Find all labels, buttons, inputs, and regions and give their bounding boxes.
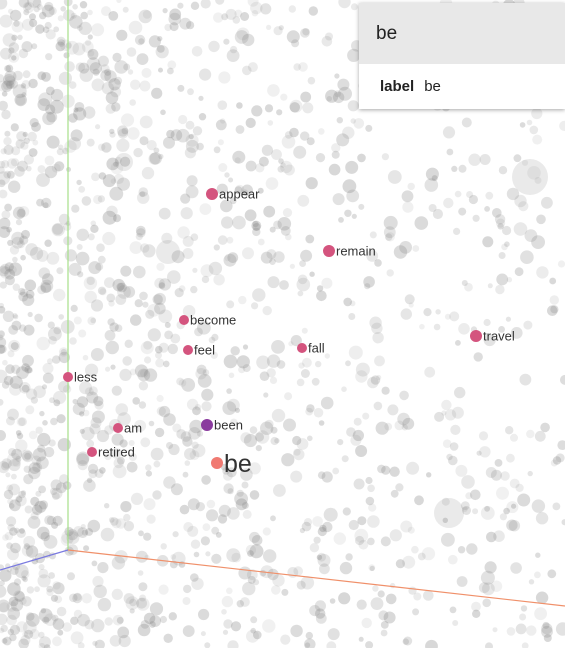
point-be[interactable]	[211, 457, 223, 469]
point-been[interactable]	[201, 419, 213, 431]
point-remain[interactable]	[323, 245, 335, 257]
point-become[interactable]	[179, 315, 189, 325]
point-label-appear: appear	[219, 187, 260, 202]
selection-info-panel: be label be	[359, 3, 565, 109]
point-less[interactable]	[63, 372, 73, 382]
point-travel[interactable]	[470, 330, 482, 342]
point-feel[interactable]	[183, 345, 193, 355]
metadata-row: label be	[359, 64, 565, 109]
point-label-am: am	[124, 421, 142, 436]
point-label-become: become	[190, 313, 236, 328]
point-label-been: been	[214, 418, 243, 433]
point-label-remain: remain	[336, 244, 376, 259]
metadata-value: be	[424, 78, 441, 95]
point-fall[interactable]	[297, 343, 307, 353]
point-label-fall: fall	[308, 341, 325, 356]
point-label-travel: travel	[483, 329, 515, 344]
selected-point-title: be	[359, 3, 565, 64]
point-am[interactable]	[113, 423, 123, 433]
metadata-key: label	[380, 78, 414, 95]
point-appear[interactable]	[206, 188, 218, 200]
point-label-less: less	[74, 370, 98, 385]
point-retired[interactable]	[87, 447, 97, 457]
point-label-retired: retired	[98, 445, 135, 460]
point-label-feel: feel	[194, 343, 215, 358]
point-label-be: be	[224, 450, 252, 478]
